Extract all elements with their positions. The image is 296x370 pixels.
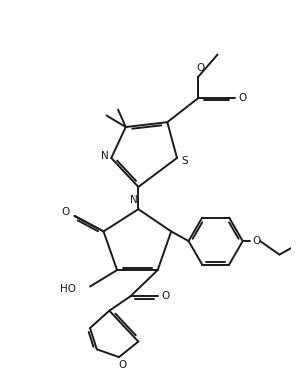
Text: O: O	[62, 207, 70, 217]
Text: O: O	[196, 63, 204, 73]
Text: O: O	[252, 236, 260, 246]
Text: N: N	[130, 195, 137, 205]
Text: O: O	[239, 93, 247, 103]
Text: S: S	[181, 156, 188, 166]
Text: N: N	[101, 151, 108, 161]
Text: O: O	[161, 291, 170, 301]
Text: O: O	[119, 360, 127, 370]
Text: HO: HO	[60, 285, 76, 295]
